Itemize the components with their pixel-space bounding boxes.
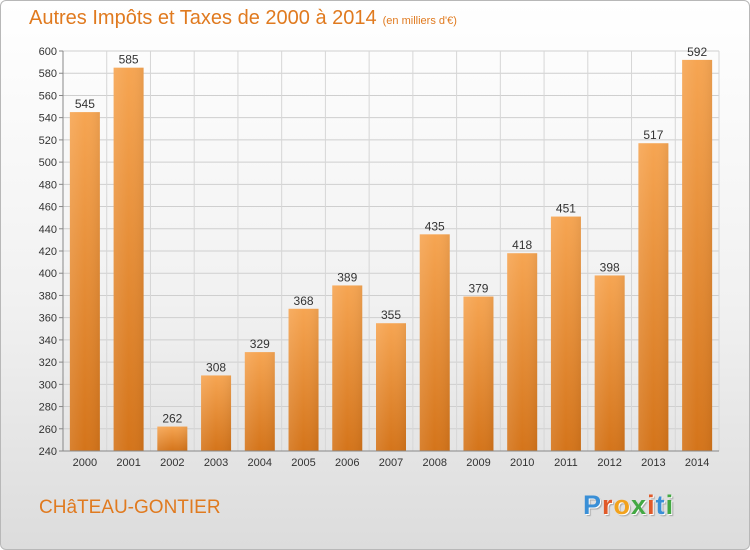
x-tick-label-2001: 2001 — [116, 457, 140, 469]
x-tick-label-2009: 2009 — [466, 457, 490, 469]
bar-shine-2014 — [682, 59, 713, 452]
y-tick-label: 420 — [39, 246, 57, 258]
chart-title: Autres Impôts et Taxes de 2000 à 2014 (en… — [29, 7, 457, 30]
bar-shine-2004 — [244, 352, 275, 451]
data-label-2012: 398 — [600, 260, 620, 274]
logo-letter: i — [647, 490, 656, 520]
y-tick-label: 520 — [39, 135, 57, 147]
y-tick-label: 320 — [39, 357, 57, 369]
data-label-2005: 368 — [294, 294, 314, 308]
bar-shine-2007 — [376, 323, 406, 451]
chart-subtitle: (en milliers d'€) — [382, 15, 457, 27]
y-tick-label: 340 — [39, 335, 57, 347]
x-tick-label-2013: 2013 — [641, 457, 665, 469]
bar-shine-2000 — [69, 112, 100, 451]
y-tick-label: 440 — [39, 224, 57, 236]
y-tick-label: 300 — [39, 379, 57, 391]
logo-letter: i — [665, 490, 675, 520]
y-tick-label: 560 — [39, 90, 57, 102]
x-tick-label-2010: 2010 — [510, 457, 534, 469]
data-label-2002: 262 — [162, 412, 182, 426]
logo-letter: P — [583, 490, 603, 520]
x-tick-label-2005: 2005 — [291, 457, 315, 469]
logo-letter: r — [602, 490, 614, 520]
data-label-2011: 451 — [556, 202, 576, 216]
data-labels: 545 585 262 308 329 368 389 355 435 379 418 451 398 5… — [75, 45, 708, 426]
y-tick-label: 480 — [39, 179, 57, 191]
x-tick-label-2012: 2012 — [597, 457, 621, 469]
data-label-2008: 435 — [425, 219, 445, 233]
data-label-2001: 585 — [119, 53, 139, 67]
y-tick-label: 380 — [39, 290, 57, 302]
y-tick-label: 260 — [39, 424, 57, 436]
data-label-2009: 379 — [468, 282, 488, 296]
y-tick-label: 540 — [39, 113, 57, 125]
y-tick-label: 460 — [39, 202, 57, 214]
logo-letter: o — [613, 490, 632, 520]
bar-shine-2005 — [288, 308, 319, 451]
y-tick-label: 280 — [39, 402, 57, 414]
x-tick-label-2011: 2011 — [554, 457, 578, 469]
data-label-2004: 329 — [250, 337, 270, 351]
x-tick-label-2003: 2003 — [204, 457, 228, 469]
data-label-2007: 355 — [381, 308, 401, 322]
x-tick-label-2000: 2000 — [73, 457, 97, 469]
bar-shine-2010 — [507, 253, 538, 451]
x-tick-label-2014: 2014 — [685, 457, 709, 469]
data-label-2014: 592 — [687, 45, 707, 59]
bar-shine-2003 — [201, 375, 232, 451]
x-tick-label-2007: 2007 — [379, 457, 403, 469]
proxiti-logo: Proxiti — [583, 490, 674, 521]
y-tick-label: 580 — [39, 68, 57, 80]
bar-shine-2006 — [332, 285, 363, 451]
data-label-2000: 545 — [75, 97, 95, 111]
x-tick-label-2006: 2006 — [335, 457, 359, 469]
data-label-2006: 389 — [337, 270, 357, 284]
bar-shine-2009 — [463, 296, 494, 451]
data-label-2003: 308 — [206, 360, 226, 374]
x-tick-label-2008: 2008 — [422, 457, 446, 469]
bar-shine-2011 — [550, 216, 581, 451]
bars — [69, 59, 713, 452]
x-tick-label-2002: 2002 — [160, 457, 184, 469]
bar-shine-2008 — [419, 234, 450, 451]
y-tick-label: 600 — [39, 46, 57, 58]
data-label-2013: 517 — [643, 128, 663, 142]
x-tick-label-2004: 2004 — [248, 457, 272, 469]
city-name: CHâTEAU-GONTIER — [39, 497, 221, 518]
axes: 240 260 280 300 320 340 360 380 400 420 440 460 480 5… — [39, 46, 719, 469]
bar-shine-2001 — [113, 67, 144, 452]
bar-shine-2012 — [594, 275, 625, 451]
data-label-2010: 418 — [512, 238, 532, 252]
bar-shine-2002 — [157, 426, 188, 451]
logo-letter: x — [631, 490, 648, 520]
y-tick-label: 240 — [39, 446, 57, 458]
chart-title-text: Autres Impôts et Taxes de 2000 à 2014 — [29, 7, 377, 29]
y-tick-label: 360 — [39, 313, 57, 325]
y-tick-label: 400 — [39, 268, 57, 280]
logo-letter: t — [655, 490, 666, 520]
bar-shine-2013 — [638, 143, 669, 451]
y-tick-label: 500 — [39, 157, 57, 169]
